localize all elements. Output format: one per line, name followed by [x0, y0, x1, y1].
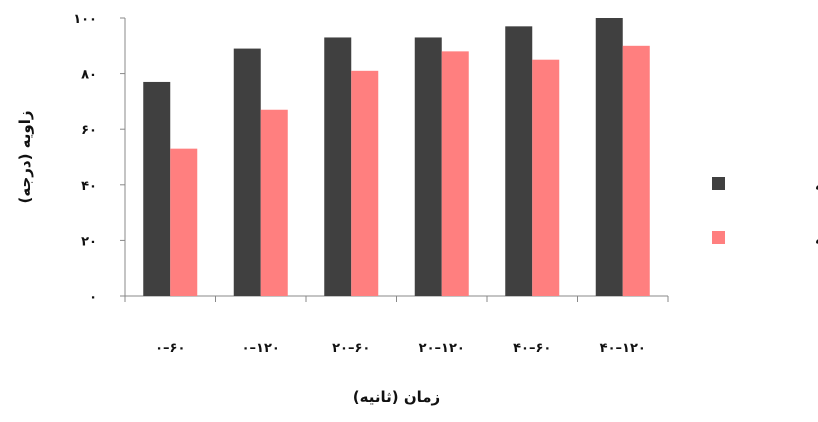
y-axis-ticks: ۰ ۲۰ ۴۰ ۶۰ ۸۰ ۱۰۰ — [73, 12, 125, 305]
bar-series-1 — [324, 37, 352, 297]
y-tick-label: ۲۰ — [81, 234, 97, 249]
legend-label: ۰ ثانیه — [815, 176, 818, 194]
x-category-label: ۴۰–۱۲۰ — [600, 341, 646, 356]
y-tick-label: ۸۰ — [81, 68, 97, 83]
bar-series-2 — [260, 109, 288, 297]
bar-series-2 — [351, 70, 379, 296]
x-axis-title: زمان (ثانیه) — [353, 388, 440, 406]
bar-series-1 — [233, 48, 261, 296]
x-category-label: ۰–۱۲۰ — [242, 341, 280, 356]
bar-series-1 — [595, 18, 623, 296]
legend-swatch — [712, 231, 725, 244]
bar-series-2 — [170, 148, 198, 296]
chart-axes — [124, 18, 668, 297]
legend-label: ۱۰ ثانیه — [815, 230, 818, 248]
y-axis-title: زاویه (درجه) — [16, 110, 34, 203]
y-tick-label: ۰ — [89, 290, 97, 305]
bar-series-2 — [622, 45, 650, 296]
x-category-label: ۲۰–۶۰ — [332, 341, 370, 356]
x-axis-categories: ۰–۶۰ ۰–۱۲۰ ۲۰–۶۰ ۲۰–۱۲۰ ۴۰–۶۰ ۴۰–۱۲۰ — [124, 296, 669, 356]
x-category-label: ۴۰–۶۰ — [513, 341, 551, 356]
x-category-label: ۰–۶۰ — [155, 341, 185, 356]
y-tick-label: ۱۰۰ — [73, 12, 97, 27]
bar-series-1 — [143, 81, 171, 296]
bar-series-2 — [532, 59, 560, 297]
y-tick-label: ۶۰ — [81, 123, 97, 138]
bar-series-2 — [441, 51, 469, 296]
legend-swatch — [712, 177, 725, 190]
bar-marks — [143, 18, 650, 297]
legend: ۰ ثانیه ۱۰ ثانیه — [712, 176, 818, 248]
bar-series-1 — [505, 26, 533, 297]
bar-series-1 — [414, 37, 442, 297]
x-category-label: ۲۰–۱۲۰ — [419, 341, 465, 356]
y-tick-label: ۴۰ — [81, 179, 97, 194]
